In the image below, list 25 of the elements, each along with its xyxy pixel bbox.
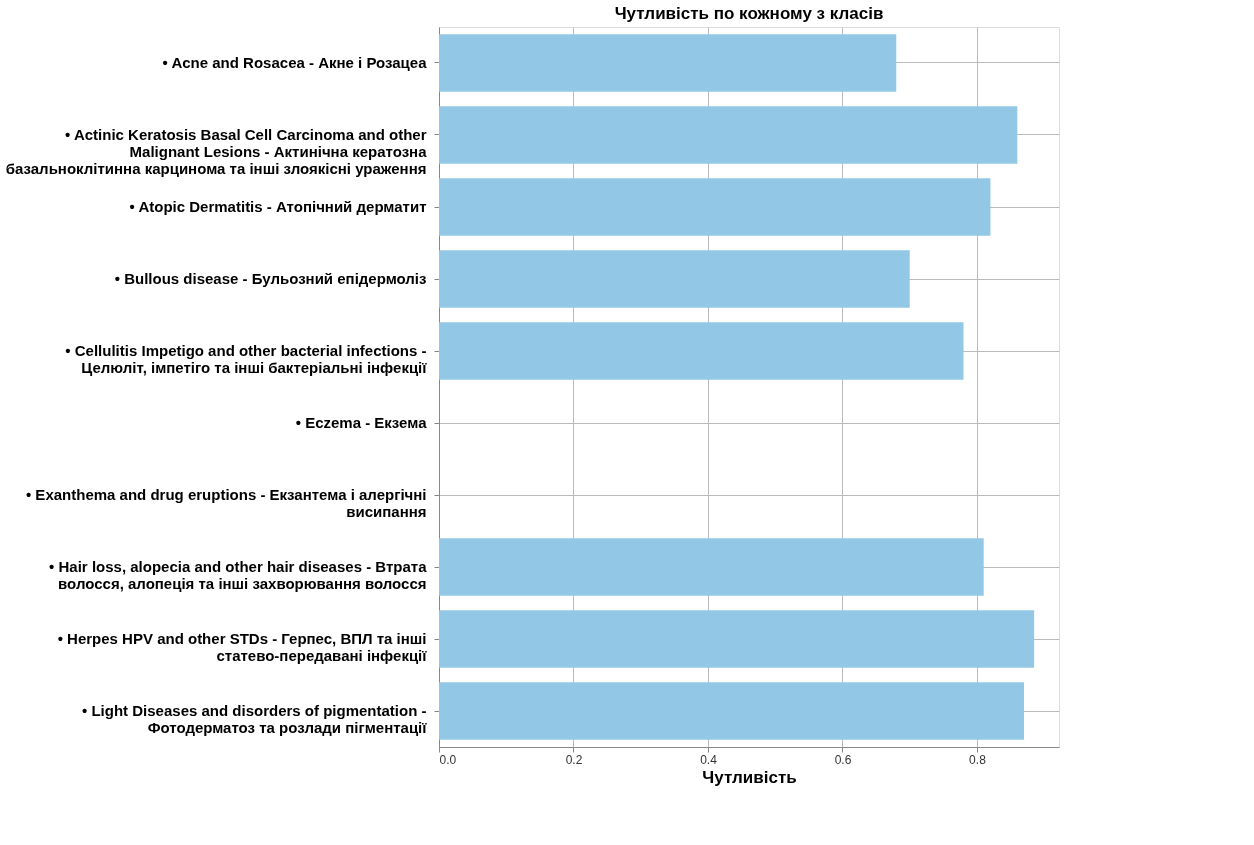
y-tick-label: • Exanthema and drug eruptions - Екзантема і алергічні висипання xyxy=(25,486,427,520)
bar xyxy=(439,106,1018,164)
bar xyxy=(439,34,897,92)
y-tick-label: • Light Diseases and disorders of pigmentation - Фотодерматоз та розлади пігментації xyxy=(82,702,428,736)
y-tick-label: • Cellulitis Impetigo and other bacterial infections - Целюліт, імпетіго та інші бактеріальні інфекції xyxy=(65,342,428,376)
bar xyxy=(439,178,991,236)
bar xyxy=(439,322,964,380)
chart-title: Чутливість по кожному з класів xyxy=(614,4,884,23)
x-axis-title: Чутливість xyxy=(702,767,797,787)
y-tick-label: • Eczema - Екзема xyxy=(295,414,428,431)
x-tick-label: 0.4 xyxy=(700,752,718,767)
y-tick-label: • Actinic Keratosis Basal Cell Carcinoma and other Malignant Lesions - Актинічна кератозна базальноклітинна карцинома та інші злоякісні ураження xyxy=(5,126,428,177)
x-tick-label: 0.0 xyxy=(439,752,457,767)
y-tick-label: • Herpes HPV and other STDs - Герпес, ВПЛ та інші статево-передавані інфекції xyxy=(57,630,428,664)
x-tick-label: 0.8 xyxy=(969,752,987,767)
bar xyxy=(439,610,1035,668)
bar xyxy=(439,538,984,596)
bar xyxy=(439,250,910,308)
y-tick-label: • Atopic Dermatitis - Атопічний дерматит xyxy=(129,198,427,215)
y-tick-label: • Bullous disease - Бульозний епідермоліз xyxy=(114,270,427,287)
x-tick-label: 0.6 xyxy=(834,752,852,767)
y-tick-label: • Hair loss, alopecia and other hair diseases - Втрата волосся, алопеція та інші захворювання волосся xyxy=(49,558,428,592)
y-tick-label: • Acne and Rosacea - Акне і Розацеа xyxy=(162,54,428,71)
bar xyxy=(439,682,1025,740)
x-tick-label: 0.2 xyxy=(565,752,583,767)
